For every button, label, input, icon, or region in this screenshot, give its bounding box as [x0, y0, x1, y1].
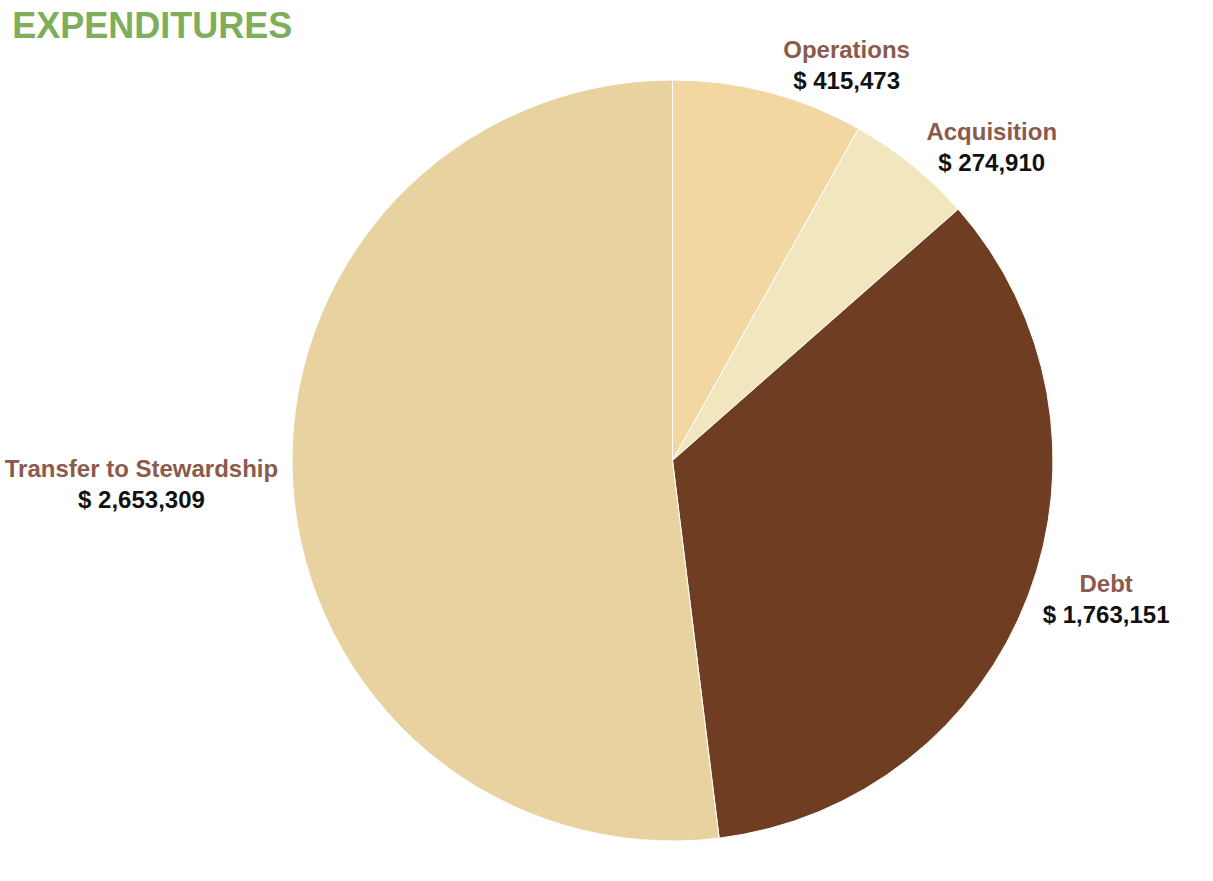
svg-text:Operations$ 415,473: Operations$ 415,473	[783, 36, 910, 94]
svg-text:Transfer to Stewardship$ 2,653: Transfer to Stewardship$ 2,653,309	[5, 455, 278, 513]
svg-text:EXPENDITURES: EXPENDITURES	[12, 5, 292, 46]
svg-text:Debt$ 1,763,151: Debt$ 1,763,151	[1043, 570, 1170, 628]
svg-text:Acquisition$ 274,910: Acquisition$ 274,910	[926, 118, 1057, 176]
